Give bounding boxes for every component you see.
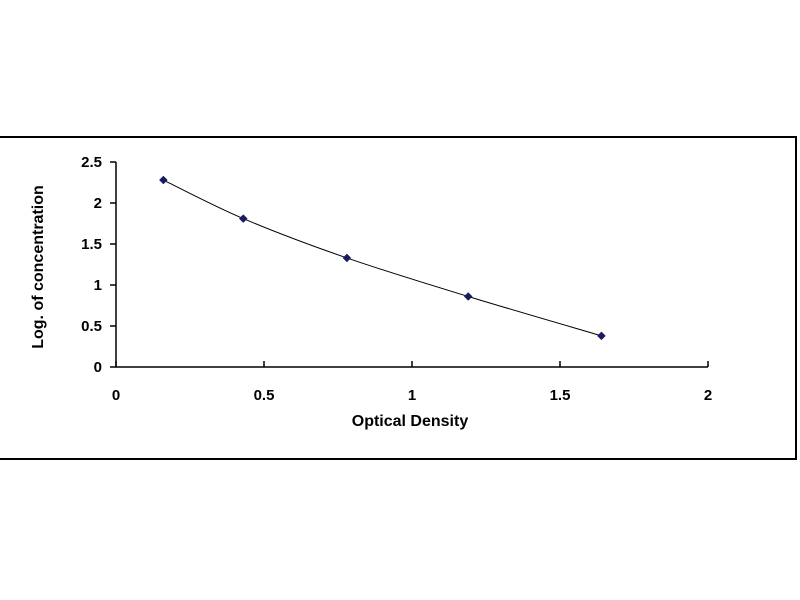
y-tick-label: 1.5 bbox=[81, 236, 102, 253]
data-point bbox=[159, 175, 168, 185]
x-tick-label: 2 bbox=[704, 387, 712, 404]
data-points bbox=[159, 175, 606, 341]
y-tick-label: 1 bbox=[94, 277, 102, 294]
data-point bbox=[238, 214, 248, 223]
x-tick-label: 0 bbox=[112, 387, 120, 404]
y-axis-title: Log. of concentration bbox=[30, 185, 47, 349]
trend-line bbox=[163, 179, 602, 337]
y-tick-label: 2 bbox=[94, 195, 102, 212]
x-tick-label: 0.5 bbox=[254, 387, 275, 404]
x-tick-label: 1.5 bbox=[550, 387, 571, 404]
x-ticks: 0 0.5 1 1.5 2 bbox=[112, 361, 712, 404]
x-axis-title: Optical Density bbox=[352, 413, 469, 430]
data-point bbox=[342, 253, 352, 263]
chart-frame bbox=[0, 136, 797, 460]
data-point bbox=[597, 331, 606, 341]
y-tick-label: 0.5 bbox=[81, 318, 102, 335]
y-tick-label: 0 bbox=[94, 359, 102, 376]
data-point bbox=[463, 292, 473, 301]
x-tick-label: 1 bbox=[408, 387, 416, 404]
y-tick-label: 2.5 bbox=[81, 154, 102, 171]
y-ticks: 0 0.5 1 1.5 2 2.5 bbox=[81, 154, 116, 376]
axes bbox=[115, 162, 708, 368]
